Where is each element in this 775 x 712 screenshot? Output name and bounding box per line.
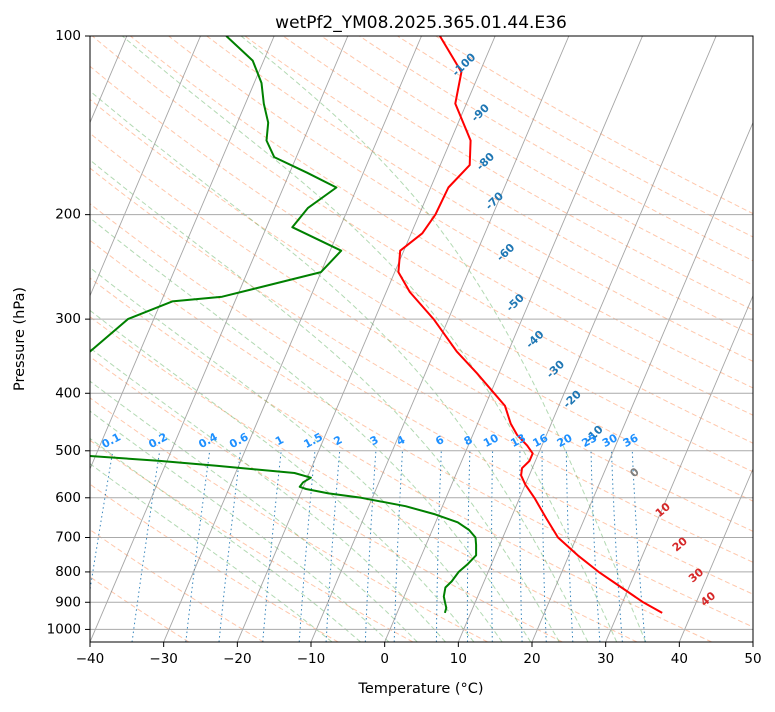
y-tick-label: 800	[55, 564, 81, 580]
y-tick-label: 300	[55, 311, 81, 327]
x-tick-label: 30	[597, 651, 614, 667]
x-tick-label: 20	[523, 651, 540, 667]
y-axis-label: Pressure (hPa)	[12, 287, 28, 391]
x-tick-label: 50	[744, 651, 761, 667]
y-tick-label: 700	[55, 530, 81, 546]
x-tick-label: −10	[297, 651, 326, 667]
y-tick-label: 100	[55, 28, 81, 44]
y-tick-label: 900	[55, 594, 81, 610]
x-tick-label: 10	[450, 651, 467, 667]
y-tick-label: 500	[55, 443, 81, 459]
y-tick-label: 400	[55, 385, 81, 401]
x-tick-label: −20	[223, 651, 252, 667]
y-tick-label: 600	[55, 490, 81, 506]
chart-title: wetPf2_YM08.2025.365.01.44.E36	[275, 13, 567, 33]
x-tick-label: 0	[380, 651, 389, 667]
x-tick-label: 40	[671, 651, 688, 667]
x-tick-label: −30	[149, 651, 178, 667]
x-axis-label: Temperature (°C)	[357, 681, 483, 697]
y-tick-label: 200	[55, 207, 81, 223]
y-tick-label: 1000	[47, 621, 81, 637]
x-tick-label: −40	[76, 651, 105, 667]
